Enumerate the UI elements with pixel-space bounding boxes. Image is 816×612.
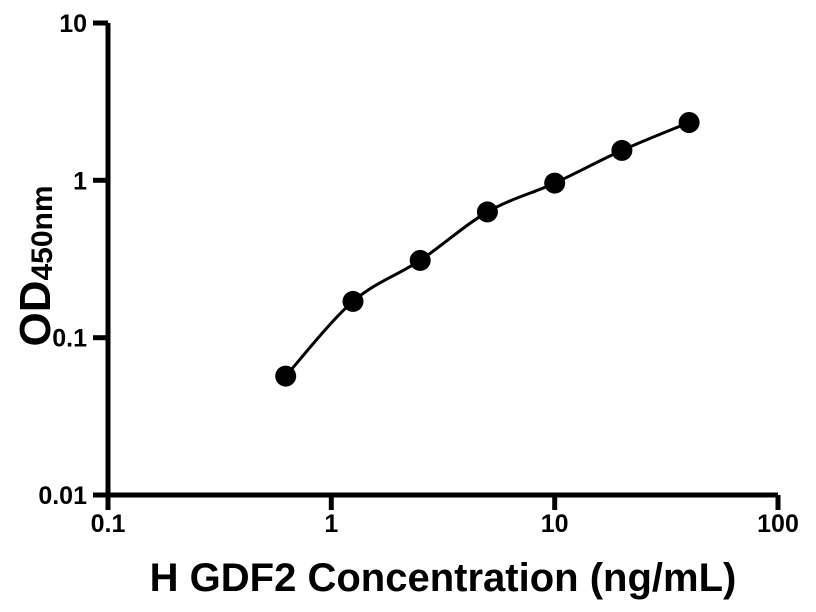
data-point <box>611 139 633 161</box>
y-tick-label: 0.01 <box>38 482 87 510</box>
data-point <box>409 249 431 271</box>
data-point <box>544 172 566 194</box>
axes <box>105 23 778 498</box>
data-point <box>476 201 498 223</box>
x-tick-label: 0.1 <box>91 510 126 538</box>
x-tick-label: 100 <box>757 510 799 538</box>
data-point <box>342 290 364 312</box>
y-tick-label: 0.1 <box>52 325 87 353</box>
data-point <box>678 112 700 133</box>
standard-curve-line <box>284 121 690 378</box>
x-tick-label: 10 <box>541 510 569 538</box>
y-tick-label: 10 <box>59 10 87 38</box>
y-axis-label-main: OD <box>11 281 60 347</box>
y-tick-label: 1 <box>73 167 87 195</box>
x-axis-title: H GDF2 Concentration (ng/mL) <box>149 556 737 600</box>
data-point <box>275 365 297 387</box>
y-axis-label: OD450nm <box>11 185 60 346</box>
x-tick-label: 1 <box>324 510 338 538</box>
y-axis-label-subscript: 450nm <box>26 185 59 280</box>
